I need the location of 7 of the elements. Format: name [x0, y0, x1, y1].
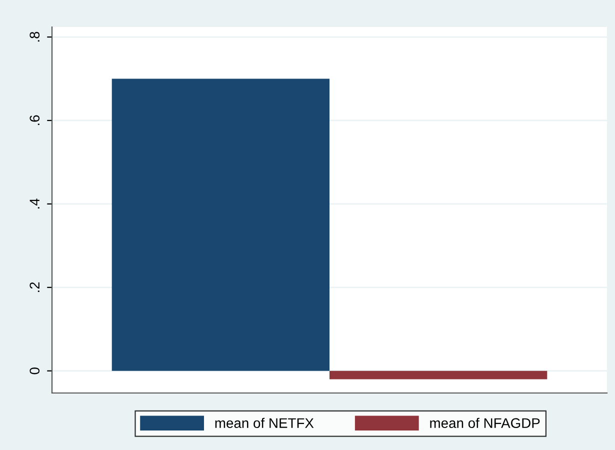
y-tick-label: 0 — [30, 368, 40, 374]
y-tick-label: .2 — [30, 282, 40, 292]
legend-label: mean of NETFX — [215, 418, 314, 428]
legend-label: mean of NFAGDP — [430, 418, 540, 428]
y-tick-label: .6 — [30, 115, 40, 126]
y-tick-label: .8 — [30, 32, 40, 42]
y-tick-label: .4 — [30, 198, 40, 208]
